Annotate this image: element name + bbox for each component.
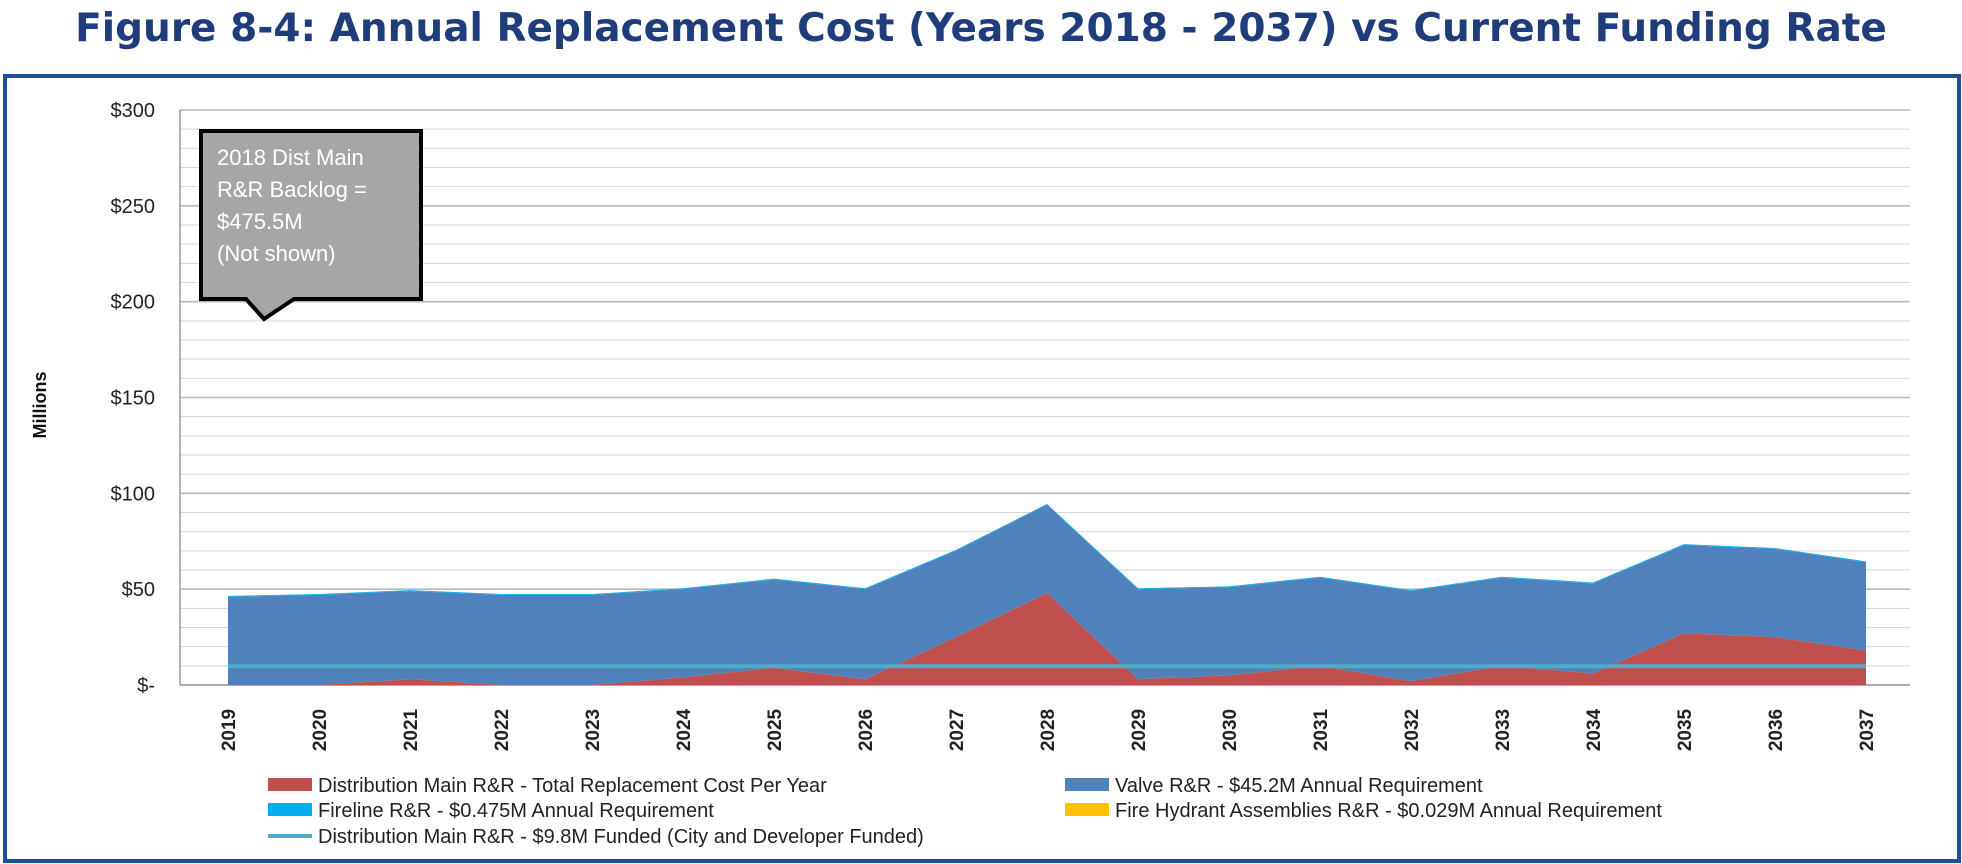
callout-text-line: 2018 Dist Main <box>217 145 364 170</box>
backlog-callout-box <box>199 129 423 322</box>
callout-text-line: R&R Backlog = <box>217 177 367 202</box>
x-tick-label: 2019 <box>219 709 240 751</box>
y-tick-label: $- <box>137 675 155 697</box>
x-tick-label: 2037 <box>1857 709 1878 751</box>
y-tick-label: $250 <box>111 196 156 218</box>
x-tick-label: 2025 <box>765 708 786 751</box>
x-tick-label: 2028 <box>1038 709 1059 751</box>
y-tick-label: $300 <box>111 100 156 122</box>
x-tick-label: 2034 <box>1584 708 1605 751</box>
x-tick-label: 2033 <box>1493 709 1514 751</box>
chart-frame <box>3 74 1961 863</box>
legend-label: Distribution Main R&R - Total Replacemen… <box>318 775 827 797</box>
callout-text-line: (Not shown) <box>217 241 336 266</box>
x-tick-label: 2029 <box>1129 709 1150 751</box>
y-tick-label: $50 <box>122 579 155 601</box>
area-layer <box>228 503 1866 685</box>
legend-label: Distribution Main R&R - $9.8M Funded (Ci… <box>318 826 924 848</box>
y-tick-label: $100 <box>111 483 156 505</box>
chart-title: Figure 8-4: Annual Replacement Cost (Yea… <box>75 6 1887 51</box>
x-tick-label: 2022 <box>492 709 513 751</box>
x-tick-label: 2035 <box>1675 708 1696 751</box>
legend-swatch <box>1065 778 1109 791</box>
legend-label: Fireline R&R - $0.475M Annual Requiremen… <box>318 800 714 822</box>
legend-swatch <box>268 803 312 816</box>
x-tick-label: 2020 <box>310 709 331 751</box>
y-tick-label: $150 <box>111 388 156 410</box>
x-tick-label: 2030 <box>1220 709 1241 751</box>
x-tick-label: 2023 <box>583 709 604 751</box>
axis-layer: $- $50 $100 $150 $200 $250 $300 2019 2020 2021 202… <box>30 100 1878 751</box>
area-valve-r-r-45-2m-annual-requirement <box>228 504 1866 685</box>
x-tick-label: 2021 <box>401 708 422 751</box>
y-axis-title: Millions <box>30 372 50 439</box>
legend-layer: Distribution Main R&R - Total Replacemen… <box>268 775 1662 848</box>
callout-layer: 2018 Dist Main R&R Backlog = $475.5M (Not s… <box>199 129 423 322</box>
legend-label: Fire Hydrant Assemblies R&R - $0.029M An… <box>1115 800 1662 822</box>
x-tick-label: 2026 <box>856 709 877 751</box>
x-tick-label: 2031 <box>1311 708 1332 751</box>
x-tick-label: 2032 <box>1402 709 1423 751</box>
y-tick-label: $200 <box>111 292 156 314</box>
x-tick-label: 2027 <box>947 709 968 751</box>
area-distribution-main-r-r-total-replacement- <box>228 593 1866 685</box>
x-tick-label: 2024 <box>674 708 695 751</box>
x-tick-label: 2036 <box>1766 709 1787 751</box>
legend-swatch <box>1065 803 1109 816</box>
legend-label: Valve R&R - $45.2M Annual Requirement <box>1115 775 1483 797</box>
callout-text-line: $475.5M <box>217 209 303 234</box>
legend-swatch <box>268 778 312 791</box>
